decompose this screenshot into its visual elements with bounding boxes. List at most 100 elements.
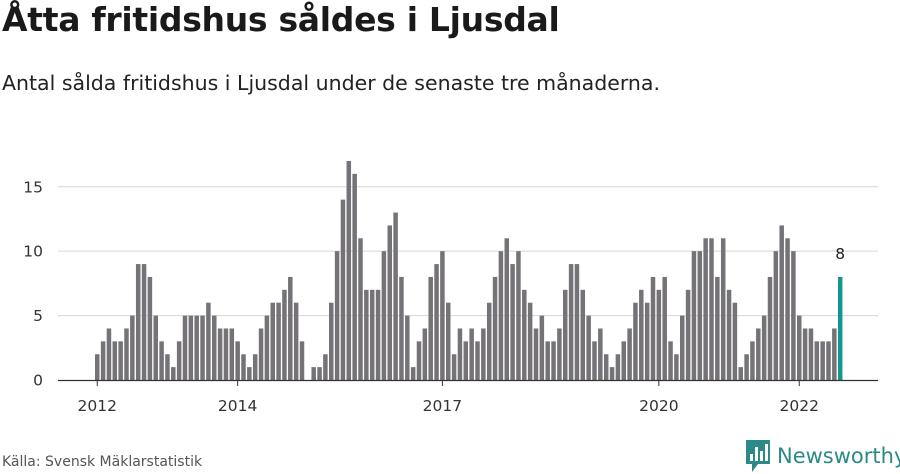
bar [469, 328, 474, 380]
bar [715, 276, 720, 380]
bar [176, 341, 182, 380]
bar [685, 289, 691, 380]
bar [773, 251, 779, 380]
x-tick-label: 2014 [218, 397, 257, 415]
y-tick-label: 15 [23, 178, 43, 196]
bar [446, 302, 451, 380]
x-axis: 2012 2014 2017 2020 2022 [58, 379, 878, 415]
bar [416, 341, 422, 380]
brand-logo: Newsworthy [745, 439, 900, 473]
y-tick-label: 0 [33, 372, 43, 390]
bar [486, 302, 492, 380]
bar [802, 328, 808, 380]
x-tick-label: 2017 [423, 397, 462, 415]
bar [399, 276, 404, 380]
bar [574, 264, 580, 380]
bar [463, 341, 469, 380]
bar [130, 315, 135, 380]
bar [387, 225, 392, 380]
bar [832, 328, 837, 380]
y-tick-label: 10 [23, 243, 43, 261]
bar [440, 251, 445, 380]
bar [375, 289, 381, 380]
bar [206, 302, 211, 380]
bar [95, 354, 100, 380]
bar [726, 289, 732, 380]
bar [498, 251, 504, 380]
bar [586, 315, 591, 380]
bar [522, 289, 527, 380]
bar [212, 315, 217, 380]
bar [293, 302, 299, 380]
bar [808, 328, 814, 380]
newsworthy-logo-icon [746, 440, 770, 472]
bar [557, 328, 562, 380]
bar [563, 289, 568, 380]
bar [510, 264, 515, 380]
chart-subtitle: Antal sålda fritidshus i Ljusdal under d… [2, 71, 660, 95]
bar [504, 238, 509, 380]
bar [644, 302, 650, 380]
source-note: Källa: Svensk Mäklarstatistik [2, 454, 203, 470]
bar [551, 341, 556, 380]
bar [264, 315, 270, 380]
bar [112, 341, 118, 380]
bar [135, 264, 141, 380]
bar [592, 341, 597, 380]
chart-title: Åtta fritidshus såldes i Ljusdal [2, 0, 560, 39]
bar [352, 173, 357, 380]
bar [223, 328, 229, 380]
x-tick-label: 2020 [639, 397, 678, 415]
bar [434, 264, 439, 380]
bar [516, 251, 521, 380]
bar [481, 328, 486, 380]
y-axis-ticks: 0 5 10 15 [23, 178, 43, 389]
bar [539, 315, 545, 380]
bar [188, 315, 194, 380]
bar [639, 289, 644, 380]
bar [720, 238, 726, 380]
bar [451, 354, 457, 380]
x-tick-label: 2022 [780, 397, 819, 415]
bar [329, 302, 334, 380]
y-tick-label: 5 [33, 307, 43, 325]
bar [598, 328, 603, 380]
bar [282, 289, 287, 380]
bar [369, 289, 375, 380]
bar [761, 315, 767, 380]
bar [709, 238, 714, 380]
bar [182, 315, 188, 380]
bar [229, 328, 235, 380]
bar [615, 354, 621, 380]
brand-name: Newsworthy [777, 444, 900, 468]
bar [141, 264, 147, 380]
bar [797, 315, 802, 380]
bar [171, 367, 176, 380]
bar [656, 289, 662, 380]
bar [533, 328, 539, 380]
bar [299, 341, 305, 380]
bar [358, 238, 363, 380]
highlight-bar [837, 276, 843, 380]
bar [235, 341, 240, 380]
bar [627, 328, 632, 380]
bar [311, 367, 316, 380]
bar [814, 341, 820, 380]
x-tick-label: 2012 [78, 397, 117, 415]
bar [457, 328, 463, 380]
bar [317, 367, 322, 380]
bar [621, 341, 626, 380]
bar [732, 302, 738, 380]
bar [159, 341, 164, 380]
bar [334, 251, 340, 380]
bar [609, 367, 615, 380]
bar [744, 354, 749, 380]
bar [568, 264, 574, 380]
bar [200, 315, 205, 380]
bar [428, 276, 433, 380]
bar [165, 354, 170, 380]
bar [580, 289, 586, 380]
bar [785, 238, 790, 380]
bar [492, 276, 498, 380]
bar [381, 251, 387, 380]
